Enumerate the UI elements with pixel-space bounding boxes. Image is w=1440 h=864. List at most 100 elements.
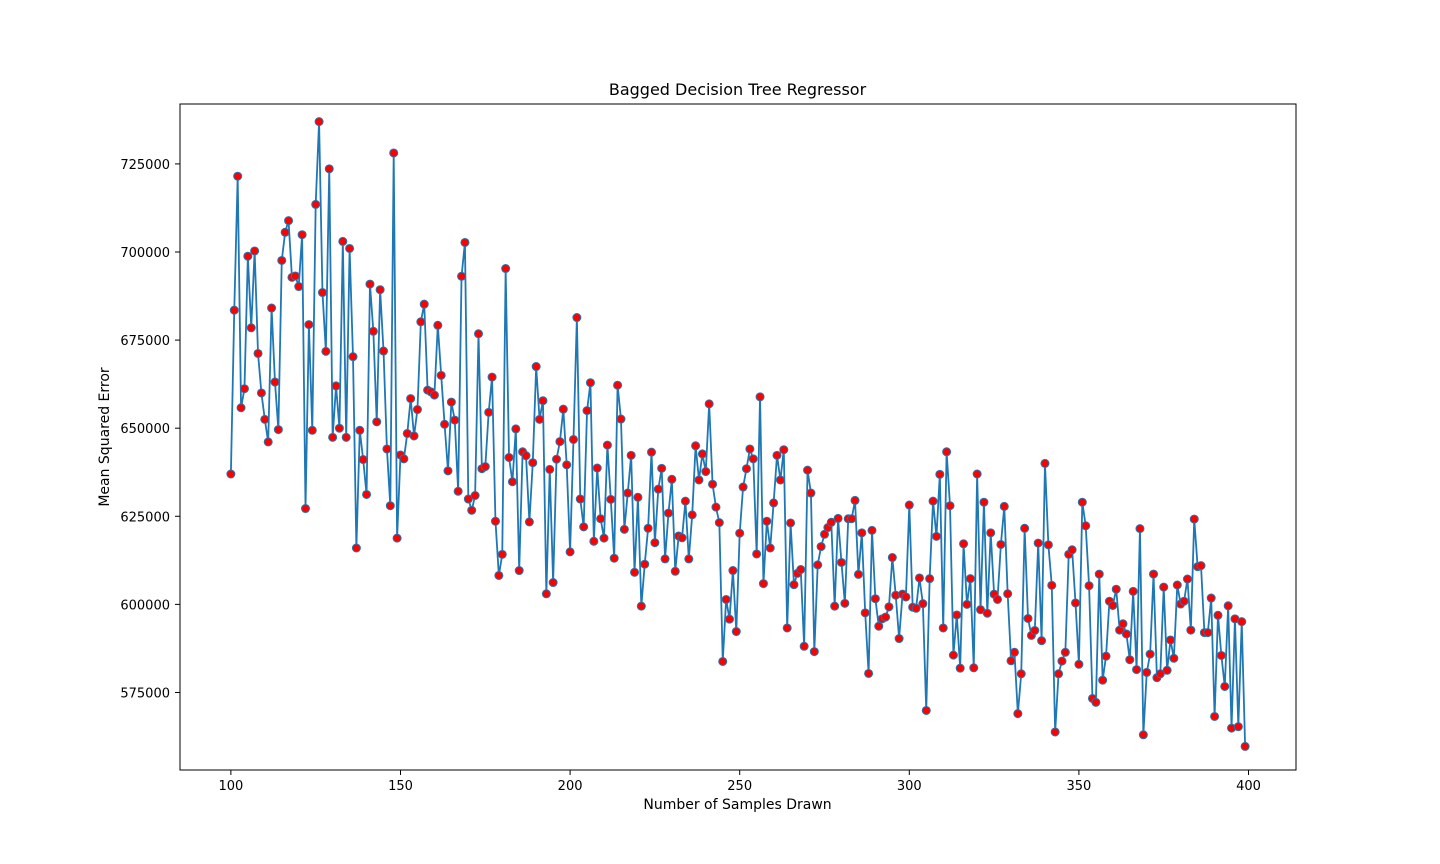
- data-point: [779, 445, 789, 455]
- data-point: [572, 313, 582, 323]
- data-point: [803, 465, 813, 475]
- data-point: [602, 440, 612, 450]
- data-point: [273, 425, 283, 435]
- data-point: [721, 594, 731, 604]
- data-point: [982, 608, 992, 618]
- data-point: [680, 496, 690, 506]
- data-point: [246, 323, 256, 333]
- data-point: [1223, 601, 1233, 611]
- data-point: [1084, 581, 1094, 591]
- data-point: [931, 531, 941, 541]
- data-point: [514, 566, 524, 576]
- data-point: [1037, 636, 1047, 646]
- x-axis: 100 150 200 250 300 350 400: [218, 770, 1261, 794]
- data-point: [429, 390, 439, 400]
- data-point: [786, 518, 796, 528]
- y-tick-label: 700000: [120, 246, 170, 261]
- data-point: [714, 518, 724, 528]
- data-point: [874, 621, 884, 631]
- plot-area: [226, 117, 1250, 751]
- data-point: [633, 492, 643, 502]
- data-point: [955, 663, 965, 673]
- data-point: [836, 557, 846, 567]
- data-point: [307, 425, 317, 435]
- data-point: [708, 479, 718, 489]
- data-point: [775, 475, 785, 485]
- data-point: [745, 444, 755, 454]
- data-point: [1003, 589, 1013, 599]
- y-axis-label: Mean Squared Error: [97, 367, 113, 507]
- data-point: [894, 634, 904, 644]
- data-point: [1060, 647, 1070, 657]
- data-point: [1132, 665, 1142, 675]
- data-point: [562, 460, 572, 470]
- data-point: [301, 504, 311, 514]
- series-line: [229, 120, 1247, 747]
- data-point: [609, 553, 619, 563]
- data-point: [392, 533, 402, 543]
- data-point: [630, 567, 640, 577]
- data-point: [239, 384, 249, 394]
- data-point: [457, 271, 467, 281]
- data-point: [440, 419, 450, 429]
- data-point: [772, 450, 782, 460]
- data-point: [260, 414, 270, 424]
- data-point: [833, 513, 843, 523]
- data-point: [1213, 610, 1223, 620]
- data-point: [867, 525, 877, 535]
- data-point: [1162, 665, 1172, 675]
- data-point: [928, 496, 938, 506]
- data-point: [446, 397, 456, 407]
- data-point: [1009, 647, 1019, 657]
- data-point: [284, 216, 294, 226]
- data-point: [847, 514, 857, 524]
- data-point: [317, 288, 327, 298]
- data-point: [579, 522, 589, 532]
- data-point: [267, 303, 277, 313]
- data-point: [358, 455, 368, 465]
- data-point: [1203, 628, 1213, 638]
- data-point: [996, 539, 1006, 549]
- data-point: [904, 500, 914, 510]
- data-point: [1057, 656, 1067, 666]
- data-point: [412, 405, 422, 415]
- data-point: [1013, 709, 1023, 719]
- data-point: [453, 486, 463, 496]
- plot-frame: [179, 103, 1297, 771]
- data-point: [1159, 582, 1169, 592]
- data-point: [436, 370, 446, 380]
- data-point: [813, 560, 823, 570]
- data-point: [1237, 617, 1247, 627]
- data-point: [314, 117, 324, 127]
- data-point: [1023, 613, 1033, 623]
- data-point: [758, 579, 768, 589]
- data-point: [647, 447, 656, 457]
- data-point: [901, 592, 911, 602]
- data-point: [490, 516, 500, 526]
- data-point: [853, 569, 863, 579]
- data-point: [657, 463, 667, 473]
- data-point: [860, 608, 870, 618]
- data-point: [643, 523, 653, 533]
- data-point: [433, 320, 443, 330]
- data-point: [711, 502, 721, 512]
- x-axis-label: Number of Samples Drawn: [643, 797, 831, 813]
- data-point: [592, 463, 602, 473]
- data-point: [511, 424, 521, 434]
- data-point: [406, 394, 416, 404]
- data-point: [925, 574, 935, 584]
- y-tick-label: 725000: [120, 158, 170, 173]
- data-point: [1098, 675, 1108, 685]
- data-point: [1186, 625, 1196, 635]
- data-point: [379, 346, 389, 356]
- data-point: [762, 516, 772, 526]
- data-point: [1050, 727, 1060, 737]
- data-point: [796, 565, 806, 574]
- data-point: [575, 494, 585, 504]
- data-point: [345, 243, 355, 253]
- data-point: [416, 317, 426, 327]
- data-point: [613, 380, 623, 390]
- data-point: [233, 171, 243, 181]
- data-point: [585, 378, 595, 388]
- data-point: [558, 404, 568, 414]
